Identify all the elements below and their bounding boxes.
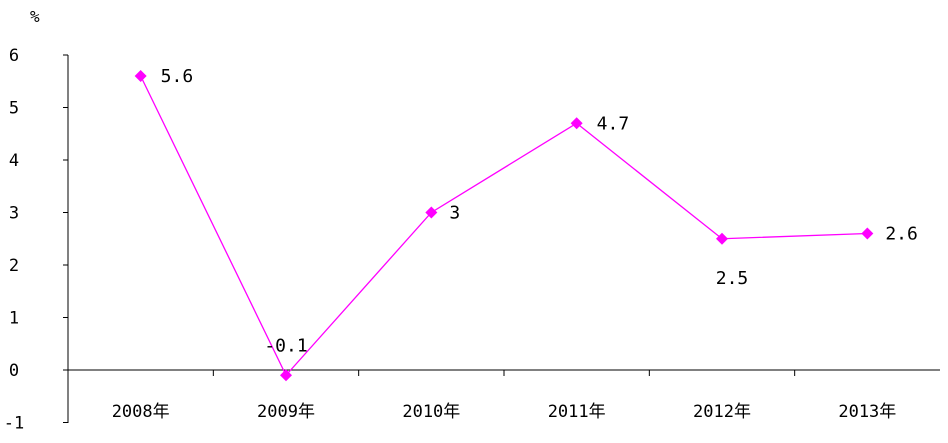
data-point-marker — [280, 369, 292, 382]
axes — [67, 55, 940, 423]
y-tick-label: 2 — [9, 256, 19, 276]
data-label: 2.5 — [716, 268, 749, 289]
y-tick-label: 1 — [9, 309, 19, 329]
data-point-marker — [425, 206, 438, 219]
y-tick-label: 6 — [9, 46, 19, 66]
data-label: 5.6 — [161, 66, 194, 87]
x-axis-ticks: 2008年 2009年 2010年 2011年 2012年 2013年 — [112, 370, 896, 422]
data-point-marker — [716, 232, 728, 245]
x-tick-label: 2012年 — [693, 402, 751, 422]
data-point-marker — [134, 70, 147, 82]
y-tick-label: 4 — [9, 151, 19, 171]
y-axis-unit-label: % — [30, 7, 40, 26]
series-line — [140, 75, 868, 377]
data-labels: 5.6 -0.1 3 4.7 2.5 2.6 — [161, 66, 918, 356]
data-label: 3 — [449, 203, 460, 224]
y-tick-label: -1 — [4, 414, 24, 434]
y-tick-label: 3 — [9, 204, 19, 224]
y-axis-ticks: -1 0 1 2 3 4 5 6 — [4, 46, 68, 434]
data-point-marker — [570, 117, 583, 130]
y-tick-label: 5 — [9, 99, 19, 119]
y-tick-label: 0 — [9, 361, 19, 381]
data-point-marker — [861, 227, 874, 240]
x-tick-label: 2013年 — [838, 402, 896, 422]
data-label: 2.6 — [885, 224, 918, 245]
x-tick-label: 2010年 — [402, 402, 460, 422]
x-tick-label: 2008年 — [112, 402, 170, 422]
series-layer — [134, 70, 874, 382]
data-label: -0.1 — [264, 335, 307, 356]
x-tick-label: 2011年 — [548, 402, 606, 422]
data-label: 4.7 — [597, 113, 630, 134]
x-tick-label: 2009年 — [257, 402, 315, 422]
